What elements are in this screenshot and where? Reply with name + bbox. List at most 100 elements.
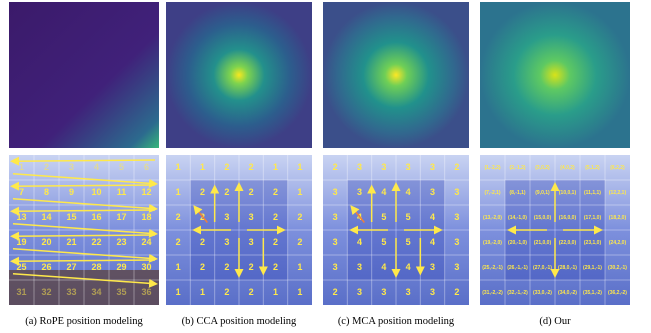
cell-label: 3 [430,162,435,172]
cell-label: 2 [273,237,278,247]
heatmap [9,2,159,148]
arrow [193,205,208,223]
heatmap [166,2,312,148]
cell-label: 2 [249,187,254,197]
cell-label: 2 [44,162,49,172]
cell-label: (6,2,2) [610,165,625,171]
cell-label: 25 [16,262,26,272]
cell-label: 3 [454,262,459,272]
cell-label: 3 [381,287,386,297]
caption: (b) CCA position modeling [182,316,297,327]
cell-label: 18 [141,212,151,222]
cell-label: (11,1,1) [584,190,601,196]
cell-label: 1 [297,287,302,297]
cell-label: (1,-2,2) [484,165,500,171]
cell-label: 1 [200,287,205,297]
cell-label: 2 [224,162,229,172]
cell-label: 3 [430,187,435,197]
cell-label: 3 [454,212,459,222]
cell-label: (18,2,0) [609,215,627,221]
cell-label: (13,-2,0) [483,215,502,221]
cell-label: 1 [273,162,278,172]
caption: (d) Our [539,316,571,327]
cell-label: 16 [91,212,101,222]
cell-label: 2 [273,212,278,222]
cell-label: (31,-2,-2) [482,290,503,296]
cell-label: 3 [454,187,459,197]
cell-label: (4,0,2) [560,165,575,171]
cell-label: 23 [116,237,126,247]
cell-label: 2 [200,187,205,197]
cell-label: 20 [41,237,51,247]
cell-label: (3,0,2) [535,165,550,171]
cell-label: 3 [224,237,229,247]
cell-label: 15 [66,212,76,222]
cell-label: 4 [430,212,435,222]
cell-label: 21 [66,237,76,247]
cell-label: (10,0,1) [559,190,577,196]
cell-label: 1 [297,262,302,272]
cell-label: 12 [141,187,151,197]
cell-label: (34,0,-2) [558,290,577,296]
cell-label: 3 [406,162,411,172]
cell-label: (21,0,0) [534,240,552,246]
cell-label: 13 [16,212,26,222]
cell-label: 2 [224,287,229,297]
cell-label: 2 [454,162,459,172]
cell-label: 5 [119,162,124,172]
cell-label: 5 [381,237,386,247]
arrow [12,248,158,263]
photo [480,155,630,305]
cell-label: 1 [297,162,302,172]
arrow [12,198,158,213]
cell-label: (32,-1,-2) [507,290,528,296]
cell-label: 7 [19,187,24,197]
cell-label: 8 [44,187,49,197]
cell-label: 4 [381,262,386,272]
cell-label: 22 [91,237,101,247]
cell-label: 5 [381,212,386,222]
cell-label: (17,1,0) [584,215,602,221]
cell-label: 4 [430,237,435,247]
cell-label: 4 [406,187,411,197]
cell-label: 3 [224,212,229,222]
cell-label: 3 [357,187,362,197]
cell-label: 27 [66,262,76,272]
cell-label: (7,-2,1) [484,190,500,196]
cell-label: 26 [41,262,51,272]
cell-label: 24 [141,237,151,247]
cell-label: 2 [297,237,302,247]
cell-label: 2 [176,237,181,247]
cell-label: 1 [200,162,205,172]
cell-label: 17 [116,212,126,222]
cell-label: 3 [430,287,435,297]
cell-label: 1 [19,162,24,172]
cell-label: 34 [91,287,101,297]
cell-label: 2 [200,237,205,247]
cell-label: (5,1,2) [585,165,600,171]
cell-label: 19 [16,237,26,247]
arrow [12,273,158,288]
cell-label: 2 [454,287,459,297]
cell-label: 1 [176,162,181,172]
cell-label: 3 [249,237,254,247]
cell-label: 2 [273,262,278,272]
cell-label: (2,-1,2) [509,165,525,171]
cell-label: (19,-2,0) [483,240,502,246]
cell-label: 3 [69,162,74,172]
cell-label: 3 [430,262,435,272]
cell-label: (25,-2,-1) [482,265,503,271]
cell-label: 4 [94,162,99,172]
arrow [12,173,158,188]
cell-label: (12,2,1) [609,190,627,196]
cell-label: 3 [357,162,362,172]
cell-label: (36,2,-2) [608,290,627,296]
cell-label: 10 [91,187,101,197]
cell-label: 3 [381,162,386,172]
cell-label: (23,1,0) [584,240,602,246]
cell-label: 4 [381,187,386,197]
cell-label: 3 [249,212,254,222]
cell-label: 2 [333,162,338,172]
cell-label: 32 [41,287,51,297]
